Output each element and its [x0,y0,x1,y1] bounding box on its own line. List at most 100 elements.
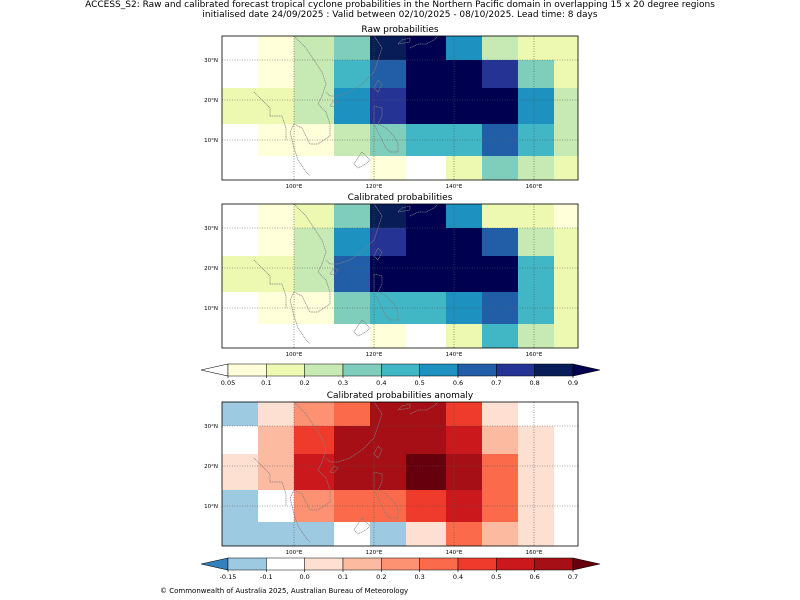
colorbar-segment [457,363,497,377]
cell-r2-c8 [518,454,554,490]
cell-r3-c8 [518,292,554,324]
colorbar-segment [419,557,459,571]
cell-r0-c0 [222,402,258,426]
panel-frame [221,203,579,349]
cell-r0-c7 [482,36,518,60]
coastline-7 [397,403,411,411]
y-tick-label: 20°N [204,464,218,470]
colorbar-tick-label: 0.5 [414,379,424,387]
cell-r2-c8 [518,256,554,292]
x-tick-label: 160°E [526,184,543,190]
y-tick-label: 30°N [204,424,218,430]
colorbar-tick-label: 0.4 [453,573,463,581]
figure-title-line-2: initialised date 24/09/2025 : Valid betw… [202,10,598,20]
coastlines [253,204,439,345]
colorbar-over-arrow [572,557,601,571]
coastlines [253,402,439,543]
cell-r0-c1 [258,36,294,60]
colorbar-tick-label: -0.15 [220,573,237,581]
cell-r0-c6 [446,402,482,426]
coastline-0 [289,402,331,543]
cell-r1-c2 [294,60,334,88]
colorbar-segment [534,363,574,377]
panel-title: Raw probabilities [361,25,439,35]
coastline-2 [373,247,383,261]
coastline-1 [325,402,383,463]
colorbar-tick-label: 0.1 [338,573,348,581]
coastline-2 [373,79,383,93]
map-panel-1: Raw probabilities 100°E 120°E 140°E 160°E 30°… [204,25,579,190]
cell-r1-c6 [446,426,482,454]
coastline-6 [409,36,439,49]
x-tick-label: 100°E [286,352,303,358]
cell-r1-c4 [370,426,406,454]
map-panel-3: Calibrated probabilities anomaly 100°E 120… [204,391,579,556]
cell-r3-c1 [258,124,294,156]
coastline-4 [373,471,399,519]
coastline-2 [373,445,383,459]
cell-r0-c1 [258,402,294,426]
colorbar-anomaly: -0.15 -0.1 0.0 0.1 0.2 0.3 0.4 0.5 0.6 0.7 [200,557,601,581]
cell-r4-c6 [446,324,482,348]
cell-r1-c7 [482,228,518,256]
colorbar-segment [304,363,344,377]
cell-r4-c2 [294,522,334,546]
cell-r1-c9 [554,228,578,256]
cell-r3-c1 [258,292,294,324]
colorbar-under-arrow [200,557,229,571]
cell-r4-c8 [518,522,554,546]
cell-r3-c8 [518,124,554,156]
panel-title: Calibrated probabilities [348,193,453,203]
colorbar-segment [266,363,305,377]
cell-r3-c6 [446,292,482,324]
cell-r0-c2 [294,36,334,60]
cell-r2-c0 [222,454,258,490]
cell-r1-c1 [258,426,294,454]
colorbar-segment [496,363,535,377]
cell-r0-c3 [334,36,370,60]
colorbar-tick-label: 0.8 [529,379,539,387]
cell-r0-c7 [482,402,518,426]
copyright-footer: © Commonwealth of Australia 2025, Austra… [160,587,409,595]
colorbar-segment [266,557,305,571]
x-tick-label: 120°E [366,550,383,556]
y-tick-label: 20°N [204,266,218,272]
y-tick-label: 30°N [204,226,218,232]
cell-r0-c9 [554,36,578,60]
cell-r4-c6 [446,522,482,546]
cell-r1-c1 [258,60,294,88]
x-tick-label: 120°E [366,352,383,358]
cell-r1-c4 [370,228,406,256]
cell-r2-c4 [370,256,406,292]
cell-r4-c4 [370,324,406,348]
cell-r0-c5 [406,204,446,228]
cell-r2-c5 [406,454,446,490]
colorbar-over-arrow [572,363,601,377]
cell-r1-c5 [406,60,446,88]
cell-r2-c2 [294,88,334,124]
cell-r3-c6 [446,490,482,522]
cell-r0-c1 [258,204,294,228]
cell-r4-c1 [258,522,294,546]
colorbar-tick-label: 0.4 [376,379,386,387]
cell-r4-c8 [518,156,554,180]
colorbar-under-arrow [200,363,229,377]
cell-r4-c8 [518,324,554,348]
cell-r2-c0 [222,256,258,292]
colorbar-tick-label: 0.9 [568,379,578,387]
cell-r0-c8 [518,204,554,228]
cell-r4-c7 [482,324,518,348]
cell-r3-c6 [446,124,482,156]
colorbar-segment [457,557,497,571]
cell-r4-c0 [222,522,258,546]
colorbar-segment [342,557,382,571]
cell-r2-c3 [334,256,370,292]
colorbar-tick-label: 0.5 [491,573,501,581]
cell-r0-c8 [518,36,554,60]
cell-r2-c2 [294,454,334,490]
gridlines [222,36,578,180]
colorbar-tick-label: 0.3 [338,379,348,387]
coastline-5 [353,517,371,535]
coastline-6 [409,204,439,217]
